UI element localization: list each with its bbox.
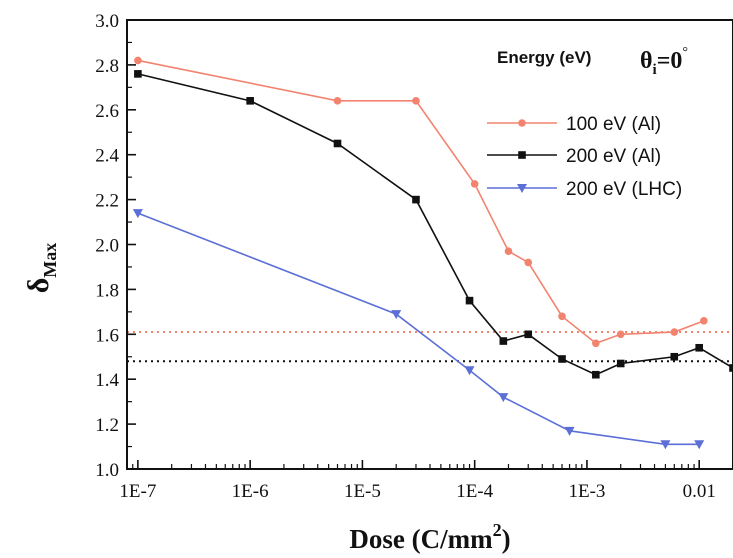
legend-marker bbox=[518, 151, 526, 159]
y-tick-label: 2.4 bbox=[95, 146, 119, 167]
legend-entry: 100 eV (Al) bbox=[487, 114, 661, 135]
data-point bbox=[558, 312, 566, 321]
data-point bbox=[412, 97, 420, 105]
data-point bbox=[412, 195, 420, 204]
data-point bbox=[246, 97, 254, 105]
y-tick-label: 3.0 bbox=[95, 11, 119, 32]
x-tick-label: 1E-5 bbox=[344, 481, 381, 502]
legend-marker bbox=[518, 119, 526, 127]
data-point bbox=[695, 343, 704, 352]
legend-marker bbox=[517, 184, 527, 193]
y-tick-label: 1.0 bbox=[95, 460, 119, 481]
data-point bbox=[700, 317, 708, 325]
y-axis-title: δMax bbox=[22, 243, 60, 294]
data-point bbox=[524, 258, 533, 267]
data-point bbox=[670, 352, 679, 361]
data-point bbox=[660, 440, 671, 450]
y-tick-label: 1.2 bbox=[95, 415, 119, 436]
y-tick-label: 1.8 bbox=[95, 280, 119, 301]
series-layer bbox=[132, 56, 733, 450]
x-tick-label: 0.01 bbox=[683, 481, 716, 502]
y-tick-label: 2.0 bbox=[95, 236, 119, 257]
data-point bbox=[670, 328, 679, 336]
data-point bbox=[564, 426, 575, 436]
legend-label: 200 eV (Al) bbox=[566, 146, 661, 167]
series-line-1 bbox=[137, 59, 705, 345]
x-axis-title: Dose (C/mm2) bbox=[349, 520, 510, 554]
x-tick-label: 1E-6 bbox=[232, 481, 269, 502]
y-tick-label: 2.8 bbox=[95, 56, 119, 77]
x-tick-label: 1E-4 bbox=[456, 481, 493, 502]
data-point bbox=[616, 359, 625, 368]
legend-entry: 200 eV (Al) bbox=[487, 146, 661, 167]
x-axis: 1E-7 1E-6 1E-5 1E-4 1E-3 0.01 bbox=[119, 460, 733, 502]
legend: Energy (eV) θi=0° 100 eV (Al) 200 eV (Al)… bbox=[487, 45, 688, 200]
data-point bbox=[499, 337, 508, 345]
y-tick-label: 1.6 bbox=[95, 325, 119, 346]
data-point bbox=[333, 139, 342, 148]
reference-lines bbox=[127, 331, 733, 363]
data-point bbox=[729, 364, 733, 372]
data-point bbox=[470, 180, 479, 188]
data-point bbox=[464, 366, 475, 376]
data-point bbox=[592, 370, 600, 379]
data-point bbox=[498, 393, 509, 403]
legend-label: 100 eV (Al) bbox=[566, 114, 661, 135]
data-point bbox=[465, 296, 474, 305]
series-line-3 bbox=[137, 212, 700, 446]
data-point bbox=[391, 310, 402, 320]
legend-angle-label: θi=0° bbox=[640, 45, 688, 78]
data-point bbox=[132, 209, 143, 219]
y-axis: 1.0 1.2 1.4 1.6 1.8 2.0 2.2 2.4 2.6 2.8 3.0 bbox=[95, 11, 136, 481]
data-point bbox=[333, 97, 342, 105]
y-tick-label: 1.4 bbox=[95, 370, 119, 391]
legend-entries: 100 eV (Al) 200 eV (Al) 200 eV (LHC) bbox=[487, 114, 682, 200]
legend-title: Energy (eV) bbox=[497, 48, 591, 67]
data-point bbox=[524, 330, 533, 339]
y-tick-label: 2.2 bbox=[95, 191, 119, 212]
data-point bbox=[558, 355, 566, 363]
data-point bbox=[134, 56, 142, 65]
x-tick-label: 1E-7 bbox=[119, 481, 156, 502]
data-point bbox=[134, 70, 142, 78]
data-point bbox=[592, 339, 600, 348]
y-tick-label: 2.6 bbox=[95, 101, 119, 122]
x-tick-label: 1E-3 bbox=[568, 481, 605, 502]
legend-label: 200 eV (LHC) bbox=[566, 179, 682, 200]
data-point bbox=[504, 247, 513, 256]
data-point bbox=[694, 440, 705, 450]
legend-entry: 200 eV (LHC) bbox=[487, 179, 682, 200]
data-point bbox=[616, 330, 625, 339]
